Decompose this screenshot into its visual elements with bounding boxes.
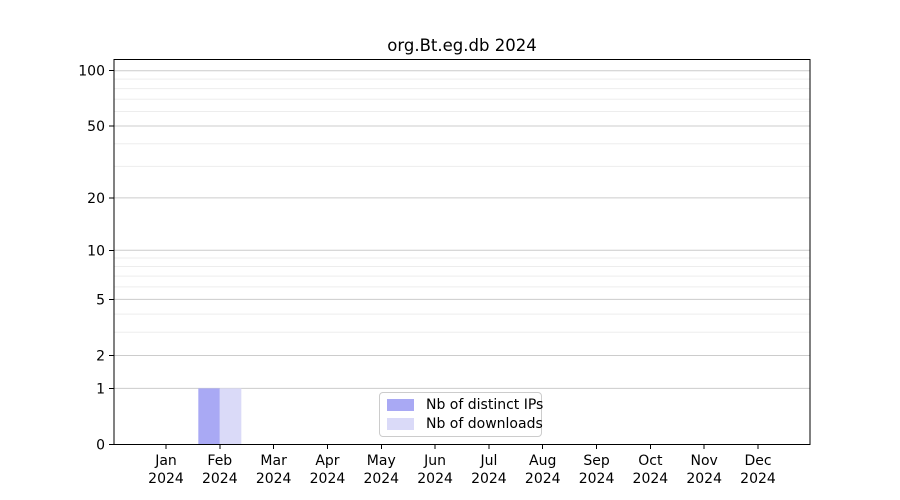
x-tick-label-year: 2024 (525, 471, 561, 487)
y-tick-label: 0 (96, 438, 105, 454)
x-tick-label-month: Aug (529, 453, 556, 469)
y-tick-label: 100 (78, 64, 105, 80)
x-tick-label-year: 2024 (363, 471, 399, 487)
y-tick-label: 1 (96, 381, 105, 397)
x-tick-label-year: 2024 (256, 471, 292, 487)
x-tick-label-year: 2024 (148, 471, 184, 487)
x-tick-label-month: Feb (207, 453, 232, 469)
x-tick-label-year: 2024 (579, 471, 615, 487)
bar-downloads (219, 388, 242, 445)
x-tick-label-month: Nov (691, 453, 718, 469)
y-tick-label: 2 (96, 349, 105, 365)
x-tick-label-year: 2024 (417, 471, 453, 487)
legend-entry-downloads: Nb of downloads (387, 416, 543, 432)
x-tick-label-month: Apr (315, 453, 339, 469)
y-tick-label: 20 (87, 191, 105, 207)
y-tick-label: 50 (87, 119, 105, 135)
x-tick-label-month: Dec (744, 453, 771, 469)
x-tick-label-year: 2024 (310, 471, 346, 487)
x-tick-label-month: Jan (154, 453, 177, 469)
plot-border (113, 59, 811, 445)
x-tick-label-month: May (367, 453, 396, 469)
legend-label-distinct-ips: Nb of distinct IPs (426, 397, 544, 413)
legend-swatch-distinct-ips (387, 399, 414, 411)
legend-label-downloads: Nb of downloads (426, 416, 543, 432)
legend-entry-distinct-ips: Nb of distinct IPs (387, 397, 543, 413)
y-tick-label: 5 (96, 292, 105, 308)
chart-title: org.Bt.eg.db 2024 (387, 36, 537, 55)
legend-swatch-downloads (387, 418, 414, 430)
y-tick-label: 10 (87, 243, 105, 259)
x-tick-label-month: Jul (479, 453, 497, 469)
x-tick-label-month: Sep (583, 453, 610, 469)
x-tick-label-month: Oct (638, 453, 663, 469)
x-tick-label-year: 2024 (633, 471, 669, 487)
x-tick-label-month: Mar (260, 453, 287, 469)
x-tick-label-month: Jun (423, 453, 446, 469)
x-tick-label-year: 2024 (471, 471, 507, 487)
legend: Nb of distinct IPs Nb of downloads (379, 392, 543, 437)
bar-distinct-ips (198, 388, 220, 445)
x-tick-label-year: 2024 (686, 471, 722, 487)
x-tick-label-year: 2024 (202, 471, 238, 487)
x-tick-label-year: 2024 (740, 471, 776, 487)
